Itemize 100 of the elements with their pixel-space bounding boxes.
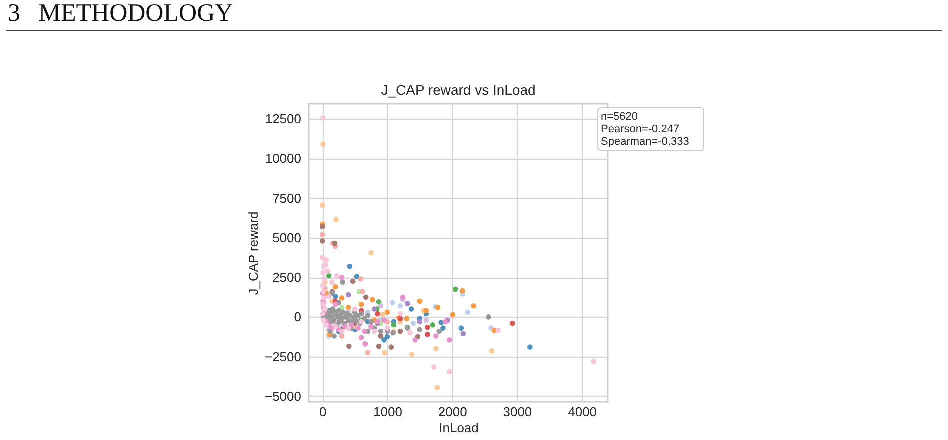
x-tick-label: 2000 xyxy=(438,404,468,420)
point xyxy=(321,318,327,324)
point xyxy=(320,116,326,121)
y-tick-label: 2500 xyxy=(272,270,302,286)
point xyxy=(326,273,332,279)
point xyxy=(332,284,338,290)
point xyxy=(354,318,359,324)
point xyxy=(465,310,471,316)
x-tick-label: 1000 xyxy=(374,404,402,420)
y-tick-label: 12500 xyxy=(265,112,302,127)
point xyxy=(430,322,436,328)
point xyxy=(320,238,326,244)
point xyxy=(412,338,418,343)
point xyxy=(320,224,326,230)
point xyxy=(404,316,410,322)
point xyxy=(332,294,338,300)
x-axis-title: InLoad xyxy=(439,420,479,436)
point xyxy=(458,326,464,331)
point xyxy=(425,324,430,330)
point xyxy=(334,273,340,279)
point xyxy=(339,274,345,280)
point xyxy=(368,324,374,330)
point xyxy=(434,385,440,390)
point xyxy=(346,344,352,350)
point xyxy=(417,327,423,333)
point xyxy=(378,328,384,334)
point xyxy=(460,288,466,294)
point xyxy=(330,306,336,312)
point xyxy=(382,318,387,324)
point xyxy=(382,338,387,343)
point xyxy=(378,334,384,339)
point xyxy=(339,334,345,339)
point xyxy=(410,320,416,326)
point xyxy=(471,303,476,309)
annotation: n=5620 xyxy=(601,111,638,123)
y-axis-title: J_CAP reward xyxy=(246,212,261,296)
point xyxy=(340,280,346,285)
point xyxy=(339,305,345,310)
point xyxy=(370,297,376,302)
point xyxy=(496,328,502,334)
point xyxy=(346,305,352,310)
point xyxy=(320,270,326,276)
x-tick-label: 0 xyxy=(320,404,327,420)
point xyxy=(408,330,413,336)
point xyxy=(322,276,328,282)
point xyxy=(408,306,414,312)
point xyxy=(368,250,374,256)
point xyxy=(372,306,378,312)
point xyxy=(400,294,406,300)
point xyxy=(433,346,439,352)
y-tick-label: 5000 xyxy=(272,230,302,246)
point xyxy=(346,292,352,298)
point xyxy=(365,312,371,318)
annotation: Pearson=-0.247 xyxy=(601,124,680,136)
point xyxy=(447,338,452,343)
point xyxy=(510,320,516,326)
chart-title: J_CAP reward vs InLoad xyxy=(381,82,536,98)
point xyxy=(376,344,382,350)
y-tick-label: −2500 xyxy=(264,349,302,364)
point xyxy=(352,306,358,312)
point xyxy=(354,274,360,280)
point xyxy=(365,350,371,356)
point xyxy=(436,328,442,334)
point xyxy=(424,308,430,314)
point xyxy=(425,332,430,338)
point xyxy=(398,303,404,309)
y-tick-label: −5000 xyxy=(264,388,302,404)
text: 3 METHODOLOGY xyxy=(8,0,234,28)
point xyxy=(378,303,384,309)
point xyxy=(438,320,444,326)
point xyxy=(339,296,345,301)
point xyxy=(320,232,326,238)
point xyxy=(417,319,423,325)
point xyxy=(390,300,396,306)
point xyxy=(433,334,439,339)
point xyxy=(447,369,452,375)
point xyxy=(325,268,330,274)
point xyxy=(380,312,386,318)
point xyxy=(358,276,364,282)
point xyxy=(440,326,446,331)
point xyxy=(332,302,338,308)
point xyxy=(330,280,335,285)
point xyxy=(350,278,356,284)
point xyxy=(384,310,390,316)
point xyxy=(391,322,397,328)
point xyxy=(398,328,404,334)
point xyxy=(358,302,364,308)
point xyxy=(320,142,326,148)
point xyxy=(591,358,596,364)
point xyxy=(368,319,374,325)
y-tick-label: 7500 xyxy=(272,190,302,206)
point xyxy=(324,322,330,328)
point xyxy=(326,294,332,300)
point xyxy=(360,289,366,294)
point xyxy=(424,318,430,324)
annotation: Spearman=-0.333 xyxy=(601,136,690,148)
point xyxy=(528,344,533,350)
point xyxy=(450,312,456,318)
point xyxy=(372,328,378,334)
point xyxy=(398,311,404,317)
